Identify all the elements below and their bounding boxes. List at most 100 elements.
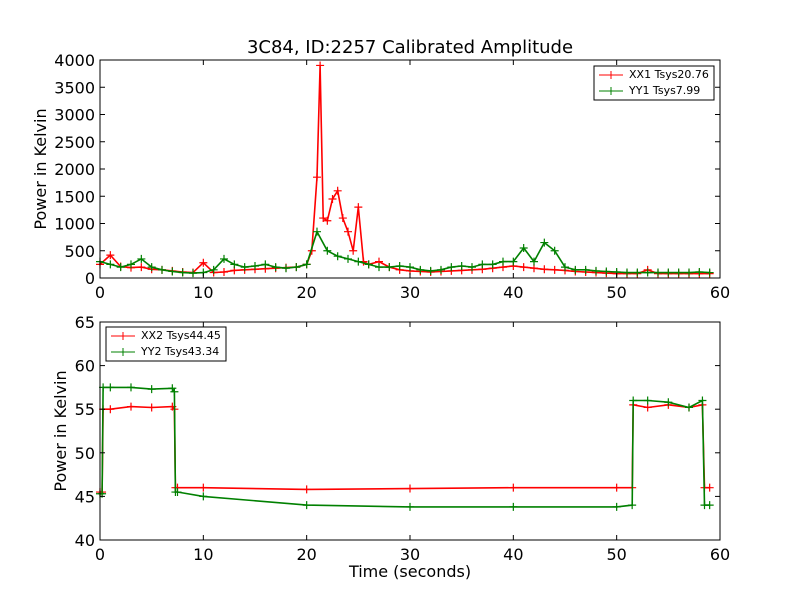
top-x-tick-label: 60	[710, 283, 730, 302]
top-y-tick-label: 2500	[54, 133, 95, 152]
top-series-1-point	[416, 265, 425, 274]
top-series-1-point	[385, 263, 394, 272]
top-series-0-point	[354, 203, 363, 212]
x-axis-label: Time (seconds)	[348, 562, 471, 581]
bottom-series-1-point	[127, 383, 135, 392]
top-series-1-point	[302, 260, 311, 269]
top-series-1-point	[230, 260, 239, 269]
bottom-series-1-point	[147, 385, 156, 394]
top-series-0-point	[316, 61, 325, 70]
bottom-series-0-point	[106, 405, 115, 414]
legend-label-xx2: XX2 Tsys44.45	[141, 329, 221, 342]
legend-marker-xx1	[607, 71, 615, 79]
top-y-tick-label: 3500	[54, 78, 95, 97]
bottom-axes-frame	[99, 321, 721, 541]
top-series-1-point	[478, 260, 487, 269]
top-series-1-point	[292, 263, 301, 272]
top-series-1-point	[674, 268, 683, 277]
top-series-0-point	[199, 258, 208, 267]
bottom-series-1-point	[629, 396, 638, 405]
bottom-x-tick-label: 0	[95, 545, 105, 564]
top-series-1-point	[168, 267, 177, 276]
bottom-series-1-point	[698, 396, 707, 405]
top-series-1-point	[643, 268, 652, 277]
top-series-0-point	[550, 265, 559, 274]
top-series-0-point	[328, 194, 337, 203]
top-series-1-point	[323, 246, 332, 255]
top-series-1-point	[540, 238, 549, 247]
bottom-series-0-point	[643, 403, 652, 412]
legend-marker-yy1	[607, 87, 615, 95]
bottom-series-1-point	[643, 396, 652, 405]
bottom-y-axis-label: Power in Kelvin	[51, 370, 70, 491]
bottom-x-tick-label: 40	[503, 545, 523, 564]
top-series-0-point	[540, 265, 549, 274]
top-series-1-point	[468, 263, 476, 272]
bottom-x-tick-label: 10	[193, 545, 213, 564]
bottom-x-tick-label: 30	[400, 545, 420, 564]
bottom-legend: XX2 Tsys44.45 YY2 Tsys43.34	[105, 326, 227, 362]
top-series-1-point	[530, 257, 538, 266]
top-series-0-point	[338, 214, 347, 223]
bottom-axes: 0 10 20 30 40 50 60 40 45 50 55 60 65 Power in Kelvi…	[51, 313, 730, 581]
bottom-series-1-point	[628, 501, 637, 510]
chart-title: 3C84, ID:2257 Calibrated Amplitude	[247, 37, 573, 58]
bottom-x-tick-label: 20	[296, 545, 316, 564]
top-x-tick-label: 50	[606, 283, 626, 302]
bottom-axis-ticks: 0 10 20 30 40 50 60 40 45 50 55 60 65	[75, 313, 731, 564]
bottom-series-1-point	[106, 383, 115, 392]
top-series-1-point	[664, 268, 673, 277]
top-series-1-point	[623, 268, 631, 277]
top-series-0-point	[344, 227, 352, 236]
top-y-tick-label: 500	[64, 242, 95, 261]
top-series-1-point	[220, 254, 228, 263]
top-series-1-point	[550, 246, 559, 255]
top-series-0-point	[319, 214, 328, 223]
top-x-tick-label: 30	[400, 283, 420, 302]
top-series-1-point	[137, 254, 146, 263]
top-series-1-point	[127, 260, 135, 269]
top-series-1-point	[499, 257, 507, 266]
bottom-y-tick-label: 60	[75, 357, 95, 376]
bottom-y-tick-label: 65	[75, 313, 95, 332]
top-series-1-point	[561, 263, 569, 272]
bottom-series-1-point	[173, 488, 182, 497]
legend-marker-yy2	[119, 348, 127, 356]
bottom-series-1-point	[612, 502, 621, 511]
top-series-1-point	[685, 268, 693, 277]
top-series-0-point	[323, 216, 332, 225]
top-series-1-point	[654, 268, 662, 277]
top-series-1-point	[375, 263, 383, 272]
bottom-series-1-point	[302, 501, 311, 510]
top-y-tick-label: 0	[85, 269, 95, 288]
top-series-0-point	[137, 263, 146, 272]
bottom-series-0-point	[147, 403, 156, 412]
top-legend-box	[593, 65, 715, 101]
bottom-series-1-point	[170, 387, 179, 396]
top-y-tick-label: 2000	[54, 160, 95, 179]
legend-marker-xx2	[119, 332, 127, 340]
top-x-tick-label: 40	[503, 283, 523, 302]
bottom-series-1-point	[685, 403, 693, 412]
top-series-1-point	[344, 254, 352, 263]
top-series-1-point	[189, 269, 197, 278]
bottom-x-tick-label: 60	[710, 545, 730, 564]
bottom-y-tick-label: 40	[75, 531, 95, 550]
top-axes: 0 10 20 30 40 50 60 0 500 1000 1500 2000 2500 3000 350…	[31, 51, 730, 302]
top-plot-area	[96, 61, 714, 278]
bottom-legend-box	[105, 326, 227, 362]
legend-label-yy1: YY1 Tsys7.99	[628, 84, 700, 97]
bottom-series-1-point	[199, 492, 208, 501]
top-series-1-point	[158, 265, 166, 274]
top-x-tick-label: 20	[296, 283, 316, 302]
top-y-tick-label: 1000	[54, 215, 95, 234]
top-series-1-point	[457, 262, 466, 271]
top-series-1-point	[447, 263, 456, 272]
legend-label-xx1: XX1 Tsys20.76	[629, 68, 709, 81]
top-series-1-point	[581, 265, 590, 274]
top-series-1-point	[282, 264, 290, 273]
legend-label-yy2: YY2 Tsys43.34	[140, 345, 219, 358]
top-series-1-point	[147, 263, 156, 272]
top-series-1-point	[271, 263, 280, 272]
